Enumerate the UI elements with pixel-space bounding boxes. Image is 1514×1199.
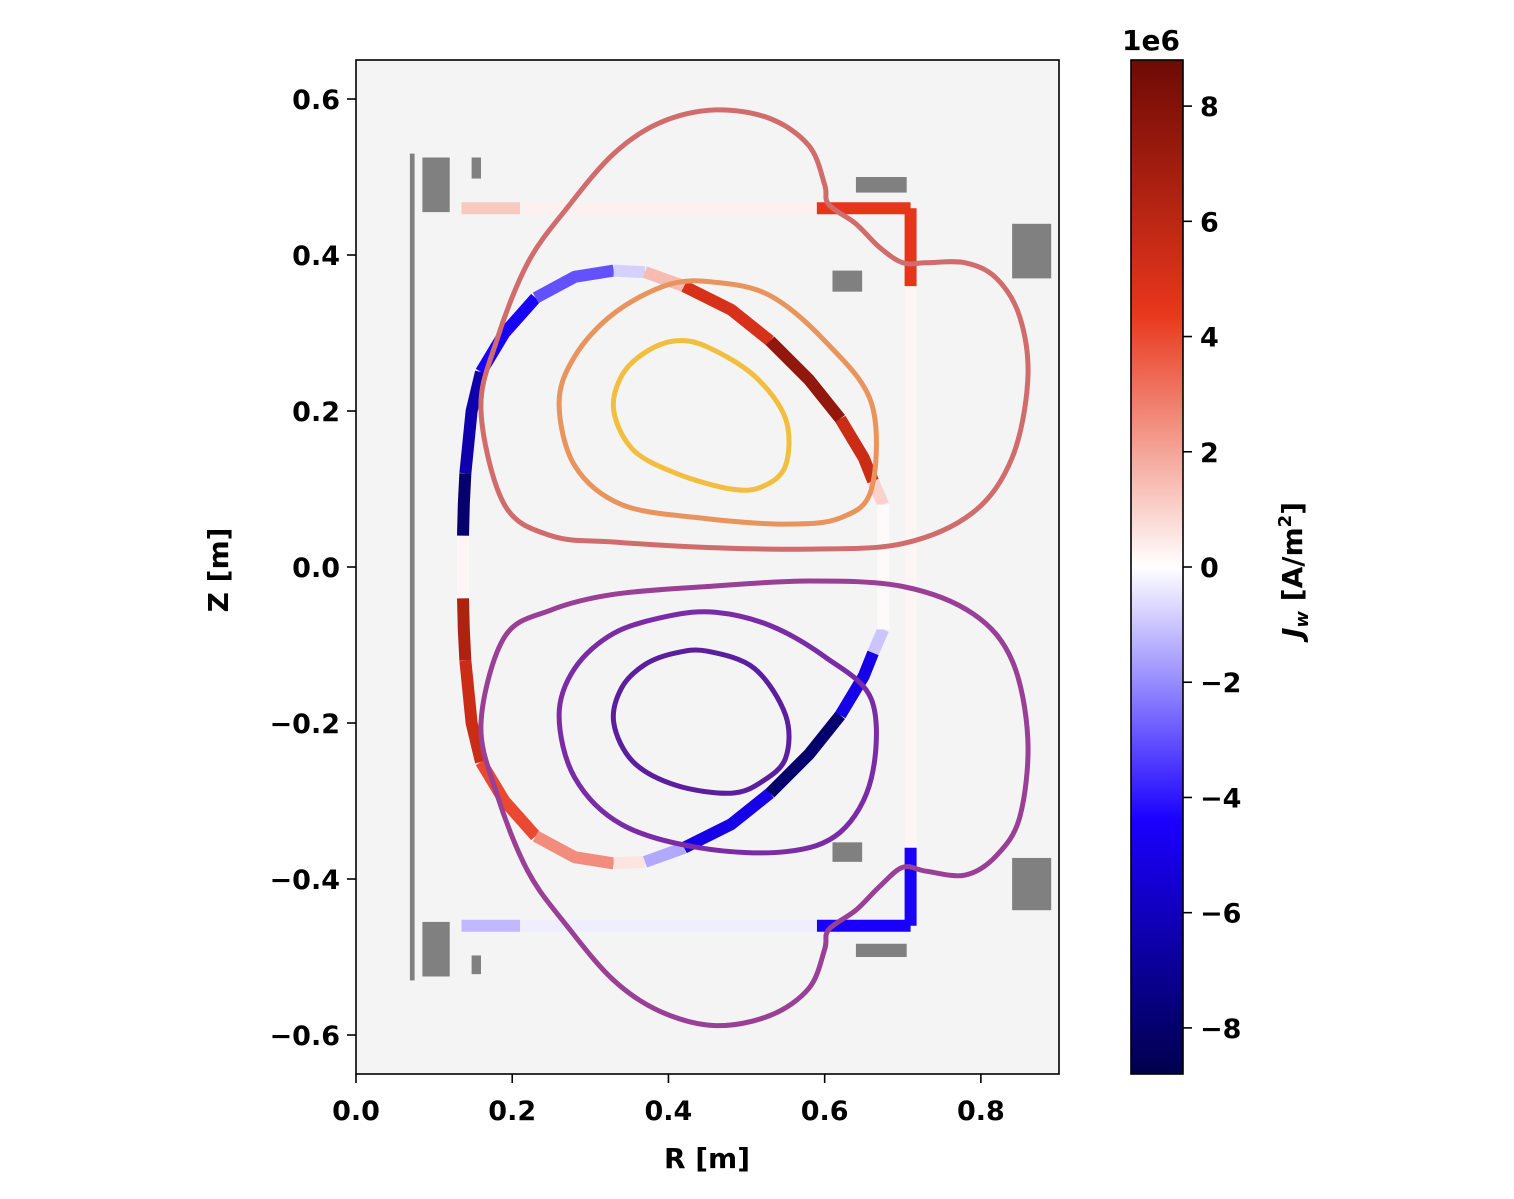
y-axis: 0.6 0.4 0.2 0.0 −0.2 −0.4 −0.6 — [270, 85, 356, 1052]
colorbar-tick-label: 8 — [1200, 92, 1219, 123]
colorbar-label-sup: 2 — [1275, 515, 1296, 528]
wall-current-segment-19 — [867, 627, 889, 656]
x-tick-label: 0.2 — [488, 1096, 536, 1127]
wall-current-segment-4 — [613, 264, 646, 279]
colorbar-tick-label: −2 — [1200, 668, 1241, 699]
wall-current-segment-6 — [681, 280, 774, 346]
wall-current-segment-8 — [835, 415, 879, 484]
x-tick-label: 0.4 — [645, 1096, 693, 1127]
wall-current-segment-17 — [765, 711, 845, 798]
wall-current-segment-16 — [681, 788, 774, 854]
structure-7 — [1012, 223, 1052, 279]
structure-3 — [422, 921, 450, 977]
flux-contour-2 — [478, 107, 1031, 552]
y-tick-label: −0.6 — [270, 1021, 340, 1052]
y-tick-label: 0.0 — [292, 553, 340, 584]
machine-structures — [409, 153, 1052, 981]
plot-area — [356, 60, 1059, 1074]
wall-current-segment-14 — [613, 855, 646, 870]
colorbar-ticks: 8 6 4 2 0 −2 −4 −6 −8 — [1183, 92, 1241, 1045]
wall-current-segment-0 — [457, 473, 472, 536]
wall-current-segment-11 — [459, 660, 487, 764]
structure-9 — [855, 943, 907, 957]
x-tick-label: 0.8 — [957, 1096, 1005, 1127]
wall-current-segment-15 — [642, 842, 687, 868]
colorbar-tick-label: 4 — [1200, 323, 1219, 354]
structure-10 — [1012, 857, 1052, 911]
flux-contour-4 — [556, 609, 879, 856]
x-tick-label: 0.0 — [332, 1096, 380, 1127]
structure-1 — [422, 157, 450, 213]
colorbar-label: Jw [A/m2] — [1275, 502, 1313, 643]
y-tick-label: 0.6 — [292, 85, 340, 116]
wall-current-segment-3 — [532, 264, 615, 304]
colorbar-label-sub: w — [1292, 611, 1313, 628]
structure-6 — [832, 270, 863, 292]
colorbar — [1130, 59, 1184, 1075]
flux-contours — [478, 107, 1031, 1029]
structure-2 — [471, 157, 481, 179]
wall-current-segment-1 — [459, 370, 487, 474]
colorbar-tick-label: −4 — [1200, 783, 1241, 814]
colorbar-tick-label: 6 — [1200, 207, 1219, 238]
wall-current-segment-18 — [835, 650, 879, 719]
x-axis: 0.0 0.2 0.4 0.6 0.8 — [332, 1074, 1005, 1127]
structure-4 — [471, 955, 481, 975]
colorbar-tick-label: 0 — [1200, 553, 1219, 584]
x-axis-label: R [m] — [664, 1142, 750, 1175]
flux-contour-0 — [610, 338, 792, 493]
colorbar-tick-label: 2 — [1200, 438, 1219, 469]
colorbar-exponent: 1e6 — [1122, 24, 1180, 57]
colorbar-tick-label: −6 — [1200, 899, 1241, 930]
y-axis-label: Z [m] — [202, 528, 235, 613]
flux-contour-5 — [478, 578, 1031, 1029]
flux-contour-3 — [610, 647, 792, 796]
structure-8 — [832, 842, 863, 862]
wall-current-segment-7 — [765, 336, 845, 423]
colorbar-label-end: ] — [1276, 502, 1309, 515]
structure-0 — [409, 153, 415, 981]
wall-current-segment-10 — [457, 598, 472, 661]
wall-current-segment-13 — [532, 830, 615, 870]
y-tick-label: 0.2 — [292, 397, 340, 428]
flux-contour-1 — [556, 278, 879, 527]
structure-5 — [855, 177, 907, 193]
colorbar-tick-label: −8 — [1200, 1014, 1241, 1045]
y-tick-label: 0.4 — [292, 241, 340, 272]
colorbar-label-rest: [A/m — [1276, 527, 1309, 611]
colorbar-label-main: J — [1276, 628, 1309, 643]
x-tick-label: 0.6 — [801, 1096, 849, 1127]
y-tick-label: −0.4 — [270, 865, 340, 896]
y-tick-label: −0.2 — [270, 709, 340, 740]
